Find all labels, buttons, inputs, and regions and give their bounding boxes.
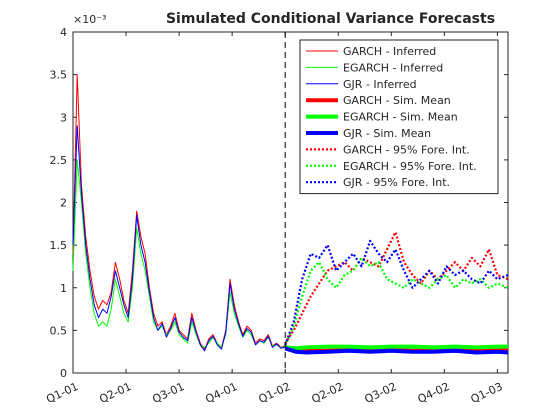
series-line-5	[284, 346, 509, 355]
y-tick-label: 1	[60, 282, 67, 295]
legend: GARCH - Inferred EGARCH - Inferred GJR - I…	[299, 39, 499, 195]
x-tick-label: Q2-02	[310, 380, 346, 406]
legend-label: GJR - 95% Fore. Int.	[343, 176, 450, 189]
y-tick-label: 2.5	[50, 154, 68, 167]
x-tick-label: Q4-02	[416, 380, 452, 406]
y-tick-label: 0.5	[50, 324, 68, 337]
x-tick-label: Q4-01	[203, 380, 239, 406]
legend-label: GARCH - 95% Fore. Int.	[343, 143, 470, 156]
series-line-4	[285, 344, 508, 351]
series-lines	[72, 74, 509, 355]
series-line-2	[72, 125, 286, 352]
legend-label: GJR - Sim. Mean	[343, 127, 431, 140]
series-line-6	[284, 231, 509, 344]
series-line-7	[284, 256, 509, 347]
legend-label: EGARCH - 95% Fore. Int.	[343, 160, 477, 173]
x-tick-label: Q1-02	[256, 380, 292, 406]
y-tick-label: 2	[60, 197, 67, 210]
y-tick-label: 3.5	[50, 69, 68, 82]
legend-label: EGARCH - Sim. Mean	[343, 111, 458, 124]
y-axis-exponent-label: ×10⁻³	[73, 13, 106, 26]
x-tick-label: Q2-01	[97, 380, 133, 406]
chart-title: Simulated Conditional Variance Forecasts	[166, 11, 495, 27]
x-tick-label: Q3-01	[150, 380, 186, 406]
x-tick-label: Q1-01	[44, 380, 80, 406]
x-tick-label: Q3-02	[363, 380, 399, 406]
legend-label: GJR - Inferred	[343, 78, 417, 91]
y-tick-label: 3	[60, 111, 67, 124]
series-line-1	[72, 159, 286, 348]
series-line-8	[284, 239, 509, 346]
y-axis-ticks: 0 0.5 1 1.5 2 2.5 3 3.5 4	[50, 26, 508, 380]
legend-label: EGARCH - Inferred	[343, 61, 443, 74]
y-tick-label: 4	[60, 26, 67, 39]
legend-label: GARCH - Inferred	[343, 45, 436, 58]
legend-label: GARCH - Sim. Mean	[343, 94, 451, 107]
y-tick-label: 0	[60, 367, 67, 380]
x-tick-label: Q1-03	[469, 380, 505, 406]
y-tick-label: 1.5	[50, 239, 68, 252]
